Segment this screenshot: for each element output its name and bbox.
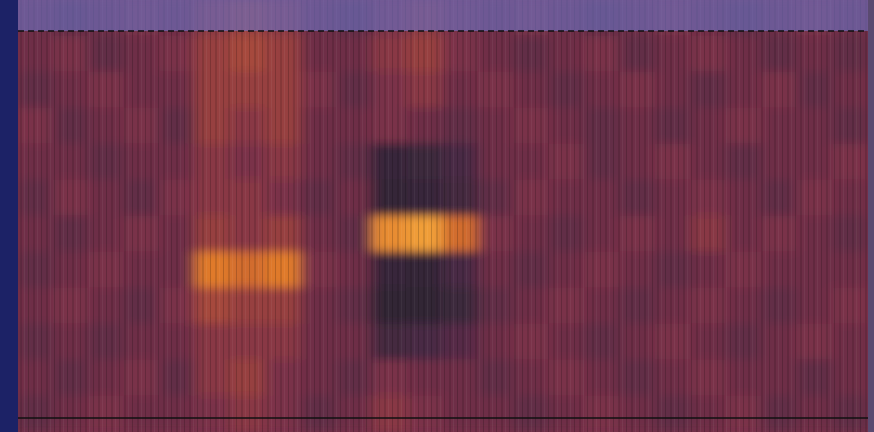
right-edge xyxy=(868,0,874,432)
baseline xyxy=(18,417,868,419)
plot-bg xyxy=(18,0,868,432)
dashed-line xyxy=(18,30,868,32)
background xyxy=(0,0,874,432)
chart xyxy=(0,0,874,432)
texture xyxy=(18,0,868,432)
cells xyxy=(18,0,868,432)
plot-area xyxy=(18,0,868,432)
left-strip xyxy=(0,0,18,432)
overlay-band xyxy=(18,0,868,31)
